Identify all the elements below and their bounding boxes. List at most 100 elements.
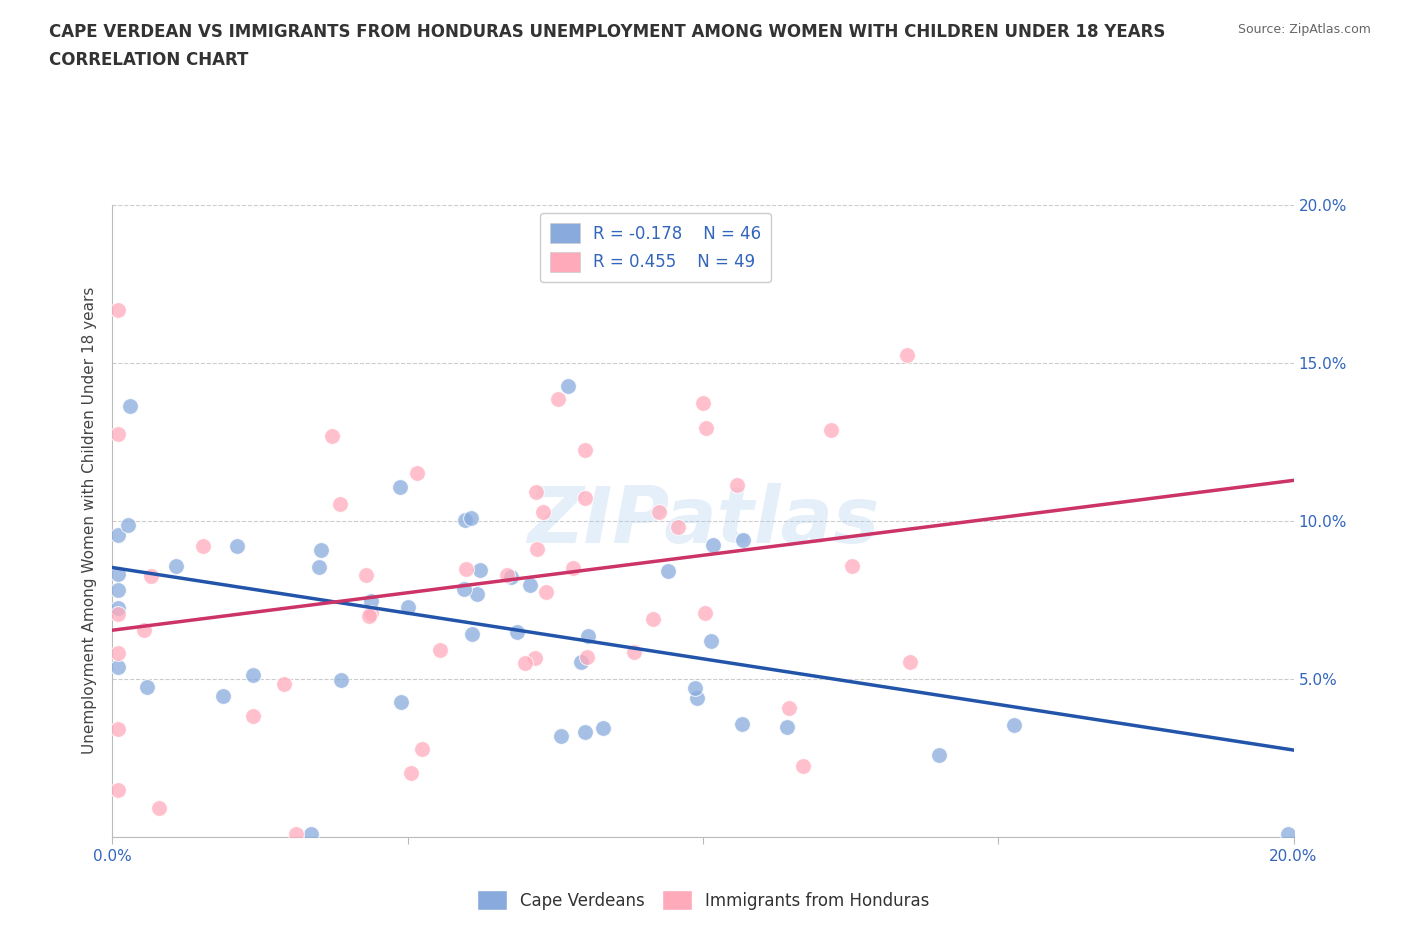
- Y-axis label: Unemployment Among Women with Children Under 18 years: Unemployment Among Women with Children U…: [82, 287, 97, 754]
- Point: [399, 765, 422, 780]
- Point: [547, 392, 569, 406]
- Point: [107, 721, 129, 736]
- Point: [928, 748, 950, 763]
- Point: [454, 513, 477, 528]
- Point: [574, 724, 596, 739]
- Point: [107, 567, 129, 582]
- Point: [574, 443, 596, 458]
- Point: [557, 379, 579, 393]
- Point: [898, 655, 921, 670]
- Point: [519, 578, 541, 593]
- Legend: Cape Verdeans, Immigrants from Honduras: Cape Verdeans, Immigrants from Honduras: [470, 884, 936, 917]
- Point: [695, 420, 717, 435]
- Point: [657, 564, 679, 578]
- Point: [733, 533, 755, 548]
- Legend: R = -0.178    N = 46, R = 0.455    N = 49: R = -0.178 N = 46, R = 0.455 N = 49: [540, 213, 772, 282]
- Point: [896, 347, 918, 362]
- Point: [117, 517, 139, 532]
- Point: [730, 717, 752, 732]
- Point: [513, 656, 536, 671]
- Point: [107, 645, 129, 660]
- Point: [495, 568, 517, 583]
- Point: [330, 672, 353, 687]
- Point: [107, 302, 129, 317]
- Point: [191, 538, 214, 553]
- Point: [1002, 718, 1025, 733]
- Point: [148, 801, 170, 816]
- Point: [429, 643, 451, 658]
- Point: [623, 644, 645, 659]
- Text: Source: ZipAtlas.com: Source: ZipAtlas.com: [1237, 23, 1371, 36]
- Point: [460, 511, 482, 525]
- Point: [695, 605, 717, 620]
- Point: [841, 559, 863, 574]
- Point: [456, 562, 478, 577]
- Point: [225, 538, 247, 553]
- Point: [120, 399, 142, 414]
- Point: [531, 504, 554, 519]
- Point: [321, 429, 343, 444]
- Point: [273, 676, 295, 691]
- Point: [778, 700, 800, 715]
- Point: [686, 691, 709, 706]
- Point: [506, 624, 529, 639]
- Point: [107, 659, 129, 674]
- Point: [683, 680, 706, 695]
- Point: [136, 680, 159, 695]
- Point: [357, 608, 380, 623]
- Point: [534, 584, 557, 599]
- Point: [792, 759, 814, 774]
- Point: [242, 667, 264, 682]
- Point: [666, 520, 689, 535]
- Point: [309, 542, 332, 557]
- Point: [301, 827, 323, 842]
- Point: [647, 505, 669, 520]
- Point: [643, 611, 665, 626]
- Point: [550, 729, 572, 744]
- Point: [354, 568, 377, 583]
- Point: [212, 688, 235, 703]
- Point: [702, 537, 724, 551]
- Point: [574, 490, 596, 505]
- Point: [107, 601, 129, 616]
- Point: [692, 395, 714, 410]
- Text: ZIPatlas: ZIPatlas: [527, 483, 879, 559]
- Point: [389, 479, 412, 494]
- Point: [165, 559, 187, 574]
- Point: [465, 587, 488, 602]
- Point: [524, 650, 547, 665]
- Point: [468, 563, 491, 578]
- Point: [406, 466, 429, 481]
- Point: [107, 606, 129, 621]
- Point: [592, 720, 614, 735]
- Point: [107, 527, 129, 542]
- Point: [820, 423, 842, 438]
- Point: [360, 605, 382, 620]
- Point: [360, 593, 382, 608]
- Point: [411, 741, 433, 756]
- Point: [776, 720, 799, 735]
- Point: [700, 633, 723, 648]
- Point: [285, 827, 308, 842]
- Point: [107, 427, 129, 442]
- Point: [389, 695, 412, 710]
- Point: [576, 629, 599, 644]
- Point: [576, 649, 599, 664]
- Point: [453, 582, 475, 597]
- Point: [329, 497, 352, 512]
- Point: [526, 541, 548, 556]
- Point: [524, 485, 547, 499]
- Point: [562, 561, 585, 576]
- Point: [396, 599, 419, 614]
- Point: [107, 583, 129, 598]
- Point: [499, 569, 522, 584]
- Point: [569, 655, 592, 670]
- Point: [461, 627, 484, 642]
- Text: CAPE VERDEAN VS IMMIGRANTS FROM HONDURAS UNEMPLOYMENT AMONG WOMEN WITH CHILDREN : CAPE VERDEAN VS IMMIGRANTS FROM HONDURAS…: [49, 23, 1166, 41]
- Point: [1277, 827, 1299, 842]
- Point: [242, 709, 264, 724]
- Point: [725, 477, 748, 492]
- Text: CORRELATION CHART: CORRELATION CHART: [49, 51, 249, 69]
- Point: [308, 560, 330, 575]
- Point: [139, 569, 162, 584]
